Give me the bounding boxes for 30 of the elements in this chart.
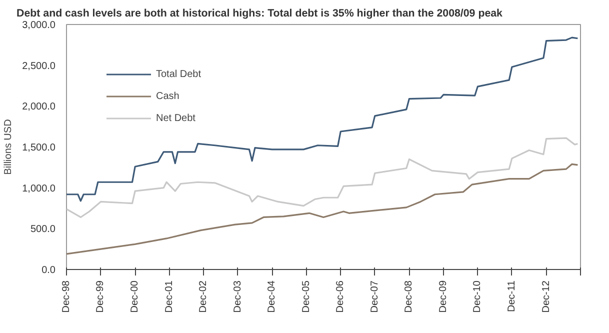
y-tick-label: 1,000.0 [22, 183, 56, 194]
x-tick-label: Dec-12 [540, 280, 552, 313]
x-tick-label: Dec-08 [404, 280, 415, 313]
y-axis-title: Billions USD [3, 119, 14, 175]
x-tick-label: Dec-11 [506, 280, 518, 312]
x-tick-label: Dec-10 [472, 280, 484, 313]
x-tick-label: Dec-03 [232, 280, 244, 313]
y-tick-label: 3,000.0 [22, 20, 56, 31]
x-tick-label: Dec-04 [266, 280, 278, 313]
x-tick-label: Dec-99 [95, 280, 106, 313]
x-tick-label: Dec-98 [61, 280, 72, 313]
y-tick-label: 2,500.0 [22, 60, 56, 72]
x-tick-label: Dec-05 [300, 280, 312, 313]
line-series [66, 163, 578, 255]
x-tick-label: Dec-06 [335, 280, 346, 313]
line-series [66, 36, 578, 202]
x-tick-label: Dec-07 [369, 280, 380, 313]
x-tick-label: Dec-09 [438, 280, 449, 313]
y-tick-label: 1,500.0 [22, 142, 56, 154]
chart-title: Debt and cash levels are both at historical highs: Total debt is 35% higher than the 2008/09 peak [16, 8, 503, 20]
legend-label: Net Debt [156, 112, 196, 124]
legend-label: Total Debt [156, 68, 202, 80]
y-tick-label: 2,000.0 [22, 102, 56, 113]
y-tick-label: 0.0 [42, 265, 56, 276]
legend-label: Cash [156, 90, 180, 102]
y-tick-label: 500.0 [30, 224, 56, 236]
x-tick-label: Dec-02 [198, 280, 210, 313]
x-tick-label: Dec-00 [130, 280, 141, 313]
line-series [66, 137, 578, 218]
x-tick-label: Dec-01 [164, 280, 175, 313]
